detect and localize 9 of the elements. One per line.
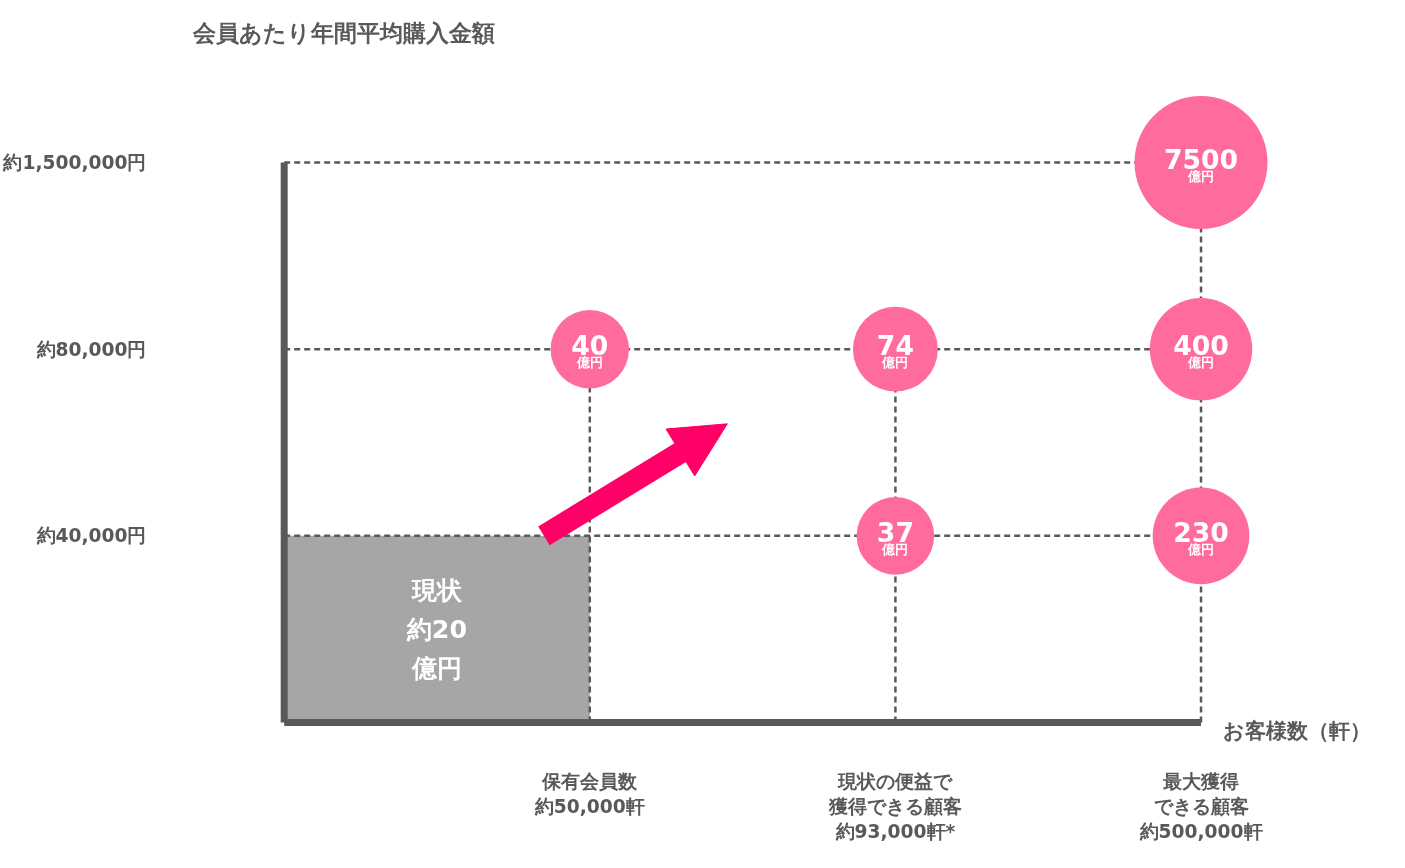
- category-label: 保有会員数約50,000軒: [533, 770, 645, 817]
- text: 会員あたり年間平均購入金額: [191, 19, 495, 46]
- category-label: 約80,000円: [36, 338, 147, 360]
- category-label: 約1,500,000円: [3, 152, 147, 173]
- text: 現状約20億円: [405, 575, 468, 684]
- category-label: 最大獲得できる顧客約500,000軒: [1138, 770, 1263, 842]
- category-label: 現状の便益で獲得できる顧客約93,000軒*: [827, 770, 962, 842]
- category-label: 約40,000円: [36, 525, 147, 547]
- text: お客様数（軒）: [1223, 718, 1372, 743]
